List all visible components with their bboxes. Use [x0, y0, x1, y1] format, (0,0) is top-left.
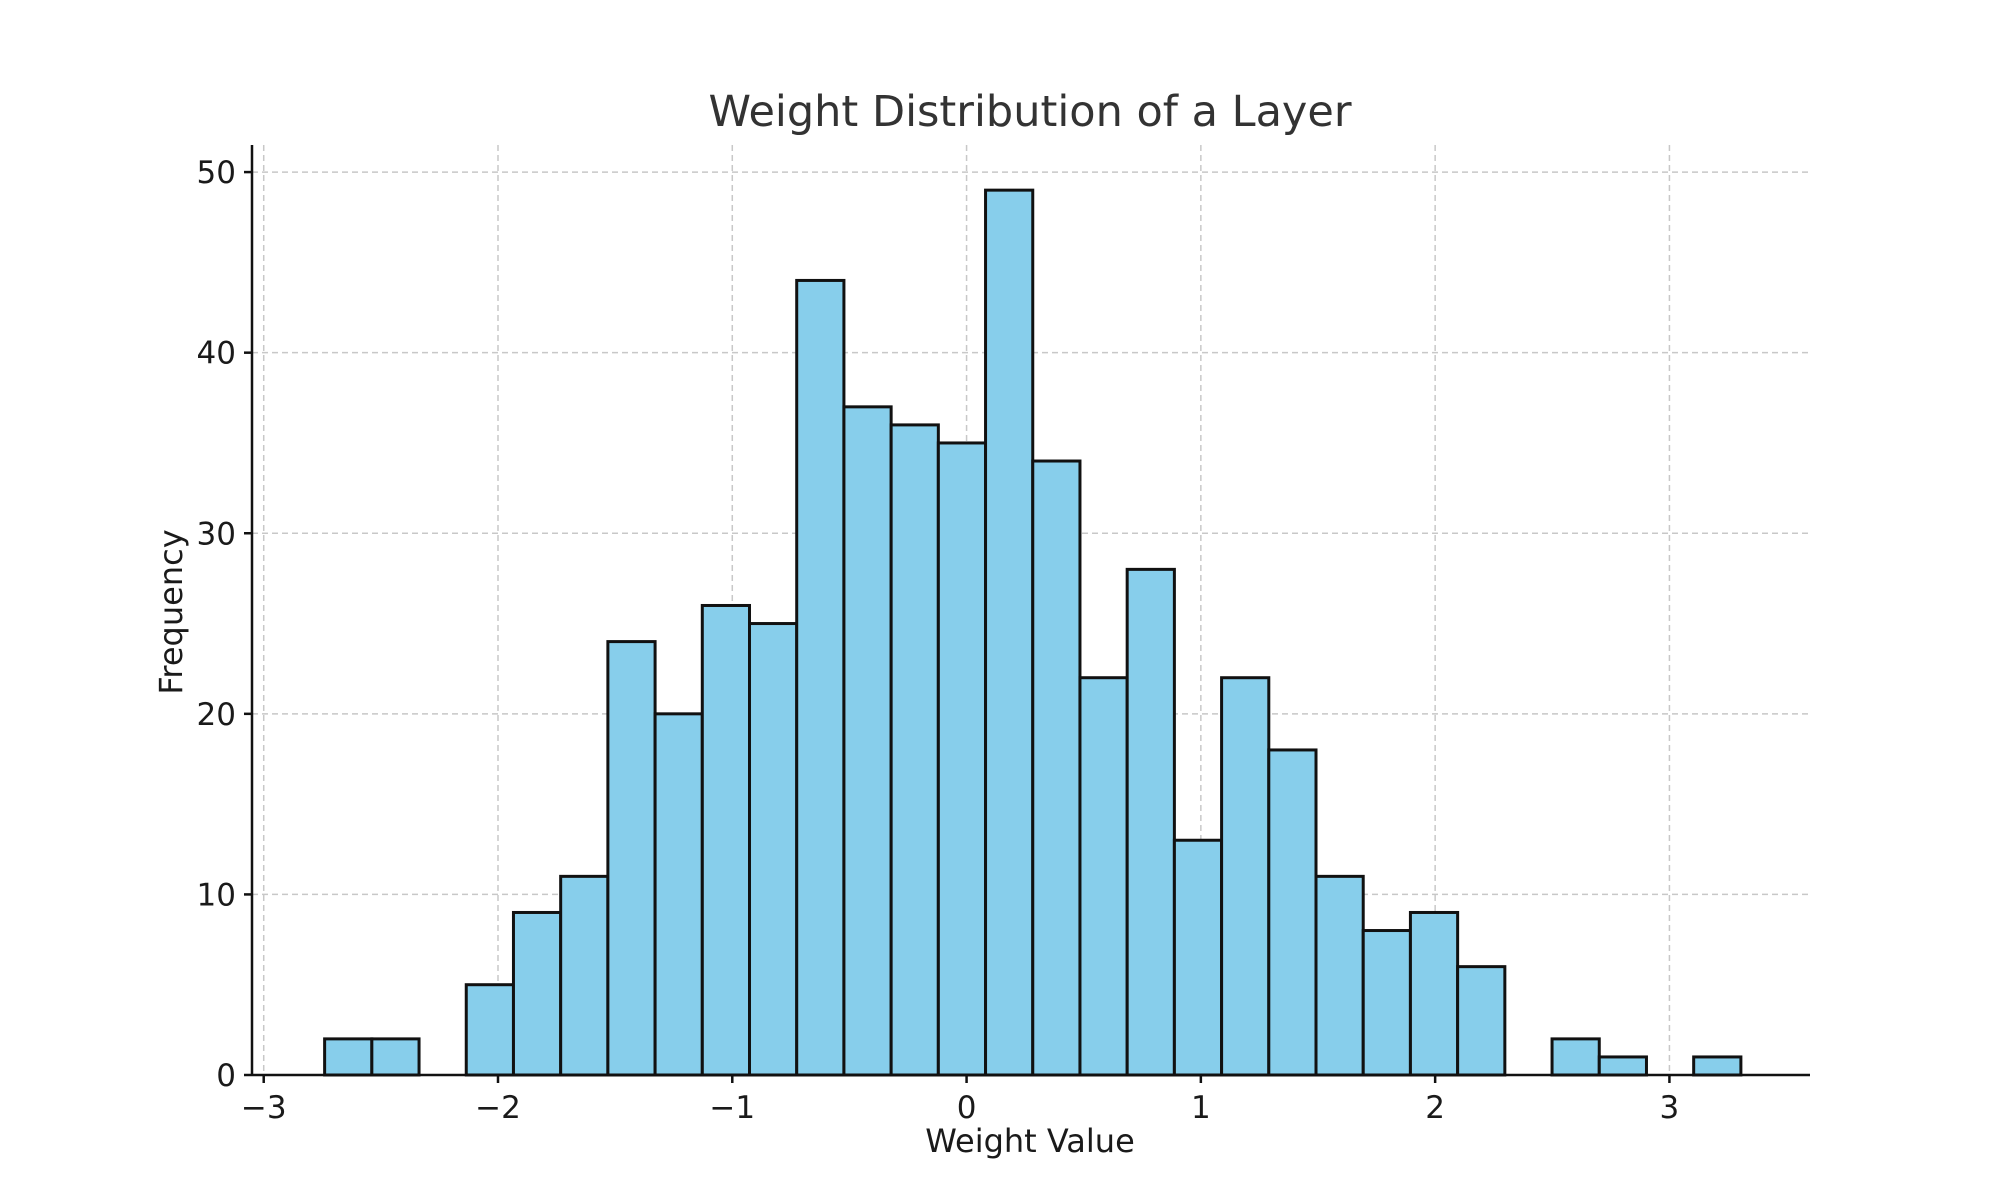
histogram-bar-7: [653, 712, 704, 1077]
histogram-bar-6: [606, 640, 657, 1077]
histogram-bar-24: [1456, 965, 1507, 1077]
histogram-bar-4: [511, 910, 563, 1077]
x-tick-label-1: −2: [475, 1090, 521, 1126]
x-tick-label-2: −1: [709, 1090, 755, 1126]
histogram-bar-19: [1220, 676, 1271, 1077]
x-tick-label-6: 3: [1660, 1090, 1680, 1126]
y-tick-label-1: 10: [197, 877, 236, 913]
x-axis-label: Weight Value: [925, 1122, 1135, 1160]
histogram-bar-13: [936, 441, 988, 1077]
y-tick-label-5: 50: [197, 155, 236, 191]
histogram-bar-16: [1078, 676, 1129, 1077]
histogram-bar-26: [1550, 1037, 1601, 1077]
y-tick-label-4: 40: [197, 336, 236, 372]
histogram-bar-14: [984, 188, 1035, 1077]
histogram-bar-22: [1361, 929, 1412, 1077]
histogram-bar-12: [889, 423, 940, 1077]
x-tick-label-5: 2: [1425, 1090, 1445, 1126]
axes: [250, 145, 1810, 1077]
histogram-bar-1: [370, 1037, 421, 1077]
y-tick-label-3: 30: [197, 516, 236, 552]
y-axis-label: Frequency: [152, 529, 190, 694]
histogram-bars: [323, 188, 1743, 1077]
x-tick-label-0: −3: [241, 1090, 287, 1126]
histogram-bar-29: [1692, 1055, 1743, 1077]
x-tick-label-4: 1: [1191, 1090, 1211, 1126]
histogram-bar-10: [795, 278, 846, 1077]
histogram-bar-15: [1031, 459, 1082, 1077]
histogram-bar-23: [1408, 910, 1460, 1077]
histogram-bar-21: [1314, 874, 1365, 1077]
histogram-bar-18: [1172, 838, 1224, 1077]
histogram-bar-3: [464, 983, 515, 1077]
histogram-bar-5: [559, 874, 610, 1077]
x-tick-label-3: 0: [957, 1090, 977, 1126]
chart-title: Weight Distribution of a Layer: [708, 87, 1351, 137]
histogram-bar-20: [1267, 748, 1318, 1077]
histogram-bar-0: [323, 1037, 374, 1077]
histogram-bar-11: [842, 405, 893, 1077]
histogram-bar-9: [748, 622, 799, 1077]
histogram-bar-27: [1597, 1055, 1648, 1077]
y-tick-label-2: 20: [197, 697, 236, 733]
y-tick-label-0: 0: [216, 1058, 236, 1094]
histogram-bar-17: [1125, 567, 1176, 1077]
histogram-bar-8: [700, 603, 752, 1077]
